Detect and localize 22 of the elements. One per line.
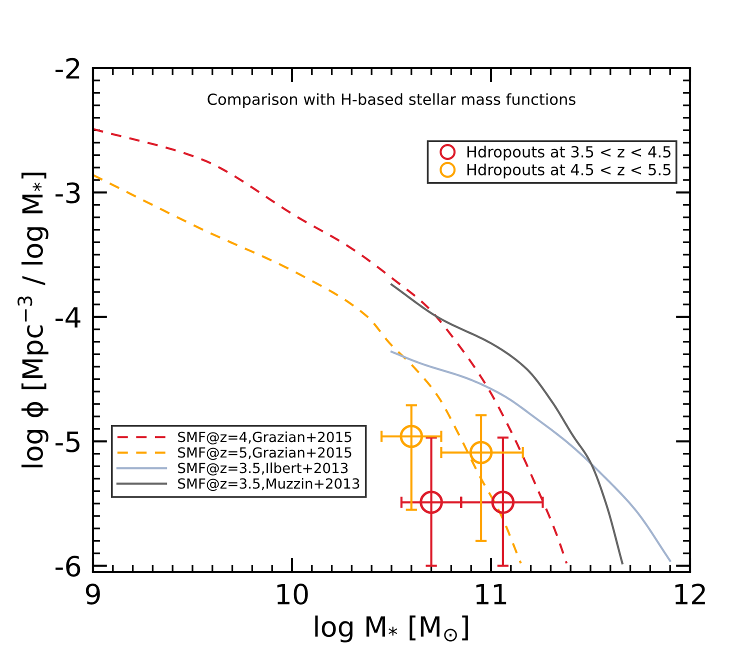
- point: [469, 440, 493, 464]
- legend-label: SMF@z=4,Grazian+2015: [178, 431, 352, 444]
- point: [491, 490, 515, 514]
- y-axis-title: log ϕ [Mpc$^{−3}$ / log M$_{*}$]: [18, 172, 48, 468]
- annotation: Comparison with H-based stellar mass functions: [208, 93, 576, 108]
- point: [420, 490, 443, 514]
- legend-label: SMF@z=5,Grazian+2015: [178, 446, 352, 460]
- x-tick-label: 12: [675, 584, 705, 604]
- legend-label: SMF@z=3.5,Muzzin+2013: [178, 478, 360, 491]
- legend-label: Hdropouts at 4.5 < z < 5.5: [467, 164, 670, 178]
- x-tick-label: 9: [86, 584, 100, 605]
- legend-label: SMF@z=3.5,Ilbert+2013: [178, 462, 348, 476]
- legend-label: Hdropouts at 3.5 < z < 4.5: [467, 146, 670, 161]
- x-axis-title: log M$_{*}$ [M$_{⊙}$]: [315, 616, 468, 642]
- y-tick-label: -2: [56, 58, 80, 79]
- x-tick-label: 11: [476, 584, 506, 604]
- y-tick-label: -5: [56, 432, 80, 452]
- x-tick-label: 10: [277, 584, 308, 605]
- y-tick-label: -3: [56, 182, 80, 204]
- y-tick-label: -4: [56, 307, 80, 328]
- y-tick-label: -6: [56, 556, 80, 577]
- point: [400, 424, 424, 448]
